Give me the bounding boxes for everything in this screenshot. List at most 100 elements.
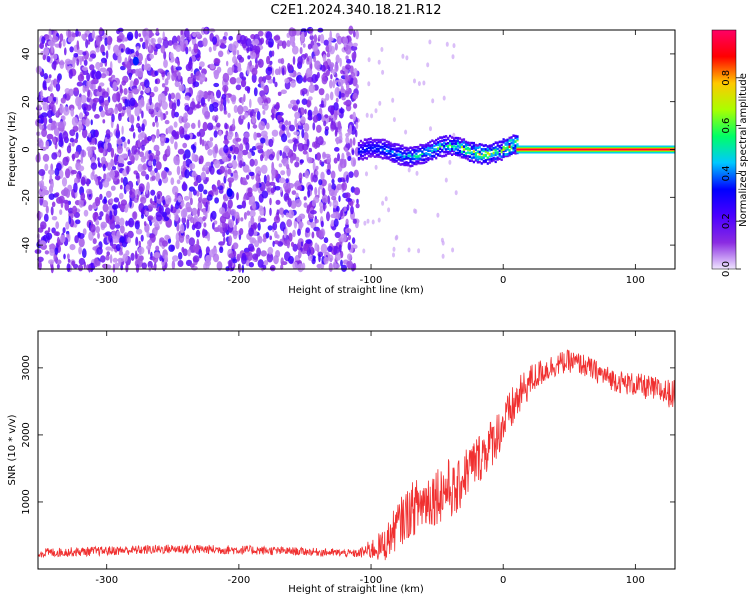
heatmap-cell	[202, 37, 208, 47]
heatmap-cell	[404, 129, 408, 135]
heatmap-cell	[415, 170, 419, 176]
heatmap-cell	[82, 248, 87, 259]
heatmap-cell	[127, 230, 134, 239]
heatmap-cell	[228, 235, 233, 245]
heatmap-cell	[161, 101, 168, 110]
heatmap-cell	[123, 88, 128, 95]
heatmap-cell	[427, 157, 430, 160]
heatmap-cell	[248, 220, 251, 230]
heatmap-cell	[170, 135, 175, 145]
heatmap-cell	[247, 151, 252, 159]
heatmap-cell	[153, 252, 161, 258]
heatmap-cell	[353, 187, 361, 196]
heatmap-cell	[176, 165, 181, 176]
heatmap-cell	[240, 217, 244, 222]
heatmap-cell	[478, 143, 481, 146]
heatmap-cell	[433, 148, 436, 151]
heatmap-cell	[297, 228, 301, 236]
heatmap-cell	[488, 158, 491, 161]
heatmap-cell	[150, 189, 156, 196]
heatmap-cell	[276, 151, 280, 161]
heatmap-cell	[385, 149, 388, 152]
heatmap-cell	[279, 221, 286, 232]
heatmap-cell	[191, 224, 196, 231]
spectrogram-y-tick-label: -20	[21, 189, 32, 205]
heatmap-cell	[488, 144, 491, 148]
heatmap-cell	[256, 145, 264, 150]
heatmap-cell	[319, 206, 323, 214]
heatmap-cell	[274, 186, 281, 191]
heatmap-cell	[333, 218, 339, 227]
heatmap-cell	[127, 139, 131, 145]
heatmap-cell	[387, 149, 390, 153]
heatmap-cell	[379, 155, 382, 159]
heatmap-cell	[415, 155, 418, 158]
heatmap-cell	[439, 144, 442, 148]
heatmap-cell	[405, 163, 408, 167]
heatmap-cell	[449, 139, 452, 143]
heatmap-cell	[245, 142, 250, 151]
heatmap-cell	[147, 32, 155, 37]
heatmap-cell	[516, 137, 519, 141]
heatmap-cell	[166, 71, 171, 81]
heatmap-cell	[292, 56, 296, 65]
heatmap-cell	[425, 157, 428, 161]
heatmap-cell	[433, 140, 436, 143]
heatmap-cell	[155, 121, 159, 128]
heatmap-cell	[270, 187, 275, 194]
heatmap-cell	[504, 139, 507, 142]
snr-y-title: SNR (10 * v/v)	[7, 414, 18, 485]
heatmap-cell	[70, 169, 78, 175]
heatmap-cell	[426, 62, 430, 68]
heatmap-cell	[466, 147, 470, 150]
heatmap-cell	[99, 193, 103, 200]
heatmap-cell	[177, 260, 184, 267]
heatmap-cell	[122, 176, 128, 187]
heatmap-cell	[103, 99, 109, 107]
heatmap-cell	[417, 160, 420, 163]
heatmap-cell	[295, 192, 299, 198]
heatmap-cell	[148, 108, 154, 115]
heatmap-cell	[288, 255, 294, 264]
heatmap-cell	[49, 102, 55, 110]
heatmap-cell	[494, 141, 497, 144]
heatmap-cell	[417, 155, 420, 158]
heatmap-cell	[504, 154, 507, 158]
heatmap-cell	[164, 234, 170, 240]
heatmap-cell	[312, 174, 318, 183]
heatmap-cell	[69, 244, 76, 251]
heatmap-cell	[95, 61, 101, 70]
heatmap-cell	[514, 152, 517, 155]
heatmap-cell	[194, 221, 202, 230]
heatmap-cell	[113, 207, 118, 217]
heatmap-cell	[403, 161, 406, 165]
heatmap-cell	[66, 230, 70, 235]
heatmap-cell	[38, 169, 46, 176]
heatmap-cell	[238, 150, 244, 159]
heatmap-cell	[210, 161, 214, 169]
heatmap-cell	[462, 150, 466, 153]
heatmap-cell	[76, 81, 83, 87]
heatmap-cell	[302, 150, 308, 155]
heatmap-cell	[77, 50, 84, 55]
heatmap-cell	[205, 246, 210, 256]
heatmap-cell	[235, 137, 242, 142]
heatmap-cell	[269, 148, 273, 153]
heatmap-cell	[312, 115, 319, 123]
heatmap-cell	[502, 149, 505, 153]
heatmap-cell	[313, 34, 318, 44]
heatmap-cell	[56, 236, 60, 245]
heatmap-cell	[315, 165, 319, 170]
heatmap-cell	[419, 161, 422, 165]
heatmap-cell	[248, 227, 255, 237]
heatmap-cell	[445, 41, 449, 47]
heatmap-cell	[347, 253, 352, 261]
heatmap-cell	[415, 149, 418, 152]
heatmap-cell	[476, 155, 479, 159]
heatmap-cell	[492, 156, 495, 160]
heatmap-cell	[219, 104, 224, 112]
heatmap-cell	[341, 79, 346, 84]
heatmap-cell	[124, 98, 128, 108]
heatmap-cell	[488, 161, 491, 164]
